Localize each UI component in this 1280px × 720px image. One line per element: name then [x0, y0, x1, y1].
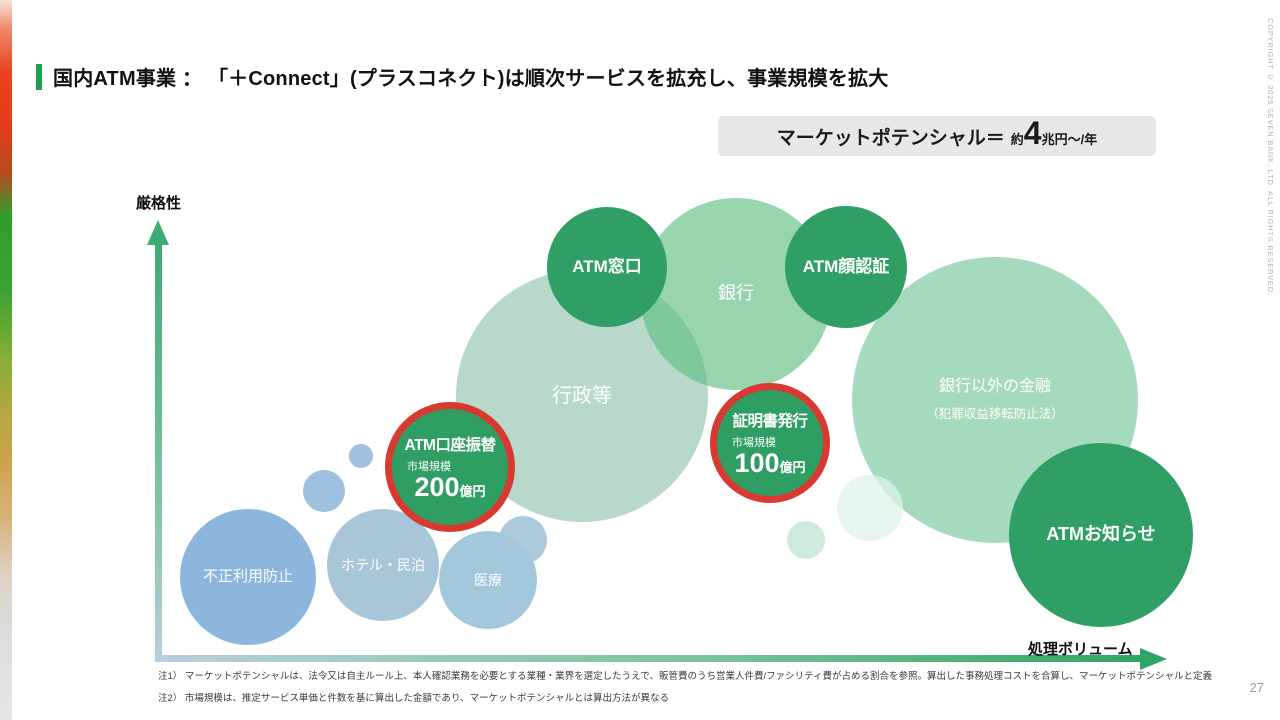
bubble-nonbank-finance-sublabel: （犯罪収益移転防止法）: [926, 407, 1064, 422]
bubble-atm-account-transfer-market-value: 200億円: [392, 474, 508, 501]
bubble-atm-account-transfer: ATM口座振替 市場規模 200億円: [385, 402, 515, 532]
decor-circle-green-2: [787, 521, 825, 559]
footnotes: 注1） マーケットポテンシャルは、法令又は自主ルール上、本人確認業務を必要とする…: [158, 666, 1212, 710]
bubble-hotel-minpaku-label: ホテル・民泊: [341, 556, 425, 573]
x-axis-label: 処理ボリューム: [1028, 641, 1133, 658]
title-block: 国内ATM事業 ： 「＋Connect」(プラスコネクト)は順次サービスを拡充し…: [36, 62, 888, 91]
bubble-atm-notice-label: ATMお知らせ: [1046, 524, 1156, 545]
decor-circle-blue-1: [349, 444, 373, 468]
market-potential-value: 4: [1023, 115, 1042, 151]
y-axis-label: 厳格性: [136, 195, 182, 212]
market-size-unit: 億円: [779, 460, 806, 475]
y-axis-arrowhead-icon: [147, 220, 169, 245]
market-potential-label: マーケットポテンシャル＝: [776, 128, 1005, 149]
market-size-number: 200: [414, 472, 460, 502]
x-axis-arrowhead-icon: [1140, 648, 1167, 670]
bubble-certificate-issuance: 証明書発行 市場規模 100億円: [710, 383, 830, 503]
market-potential-box: マーケットポテンシャル＝ 約 4 兆円〜/年: [718, 116, 1156, 156]
bubble-atm-face-auth-label: ATM顔認証: [802, 256, 890, 276]
x-axis-line: [158, 655, 1142, 662]
decor-circle-blue-2: [303, 470, 345, 512]
page-number: 27: [1249, 680, 1264, 695]
bubble-certificate-issuance-label: 証明書発行: [732, 413, 808, 430]
bubble-government-label: 行政等: [552, 385, 612, 407]
bubble-atm-account-transfer-market-label: 市場規模: [407, 461, 451, 473]
market-potential-prefix: 約: [1010, 132, 1024, 147]
bubble-certificate-issuance-market-value: 100億円: [717, 450, 823, 477]
bubble-atm-account-transfer-label: ATM口座振替: [404, 437, 496, 454]
bubble-nonbank-finance-label: 銀行以外の金融: [938, 378, 1051, 396]
bubble-fraud-prevention-label: 不正利用防止: [202, 568, 293, 586]
bubble-hotel-minpaku: ホテル・民泊: [327, 509, 439, 621]
decor-circle-green-1: [837, 475, 903, 541]
copyright-text: COPYRIGHT © 2025 SEVEN BANK, LTD. ALL RI…: [1266, 18, 1275, 296]
market-size-number: 100: [734, 448, 780, 478]
page-title: 国内ATM事業 ： 「＋Connect」(プラスコネクト)は順次サービスを拡充し…: [53, 68, 889, 90]
bubble-fraud-prevention: 不正利用防止: [180, 509, 316, 645]
bubble-atm-teller-label: ATM窓口: [572, 256, 642, 276]
bubble-medical-label: 医療: [474, 571, 502, 588]
decorative-gradient-strip: [0, 0, 12, 720]
bubble-atm-notice: ATMお知らせ: [1009, 443, 1193, 627]
title-accent-bar: [36, 63, 42, 90]
bubble-medical: 医療: [439, 531, 537, 629]
footnote-2: 注2） 市場規模は、推定サービス単価と件数を基に算出した金額であり、マーケットポ…: [158, 693, 669, 704]
bubble-atm-face-auth: ATM顔認証: [785, 206, 907, 328]
footnote-1: 注1） マーケットポテンシャルは、法令又は自主ルール上、本人確認業務を必要とする…: [158, 671, 1213, 682]
bubble-certificate-issuance-market-label: 市場規模: [732, 437, 776, 449]
market-size-unit: 億円: [459, 484, 486, 499]
bubble-bank-label: 銀行: [718, 283, 754, 304]
y-axis-line: [155, 243, 162, 662]
bubble-atm-teller: ATM窓口: [547, 207, 667, 327]
market-potential-suffix: 兆円〜/年: [1041, 132, 1098, 147]
